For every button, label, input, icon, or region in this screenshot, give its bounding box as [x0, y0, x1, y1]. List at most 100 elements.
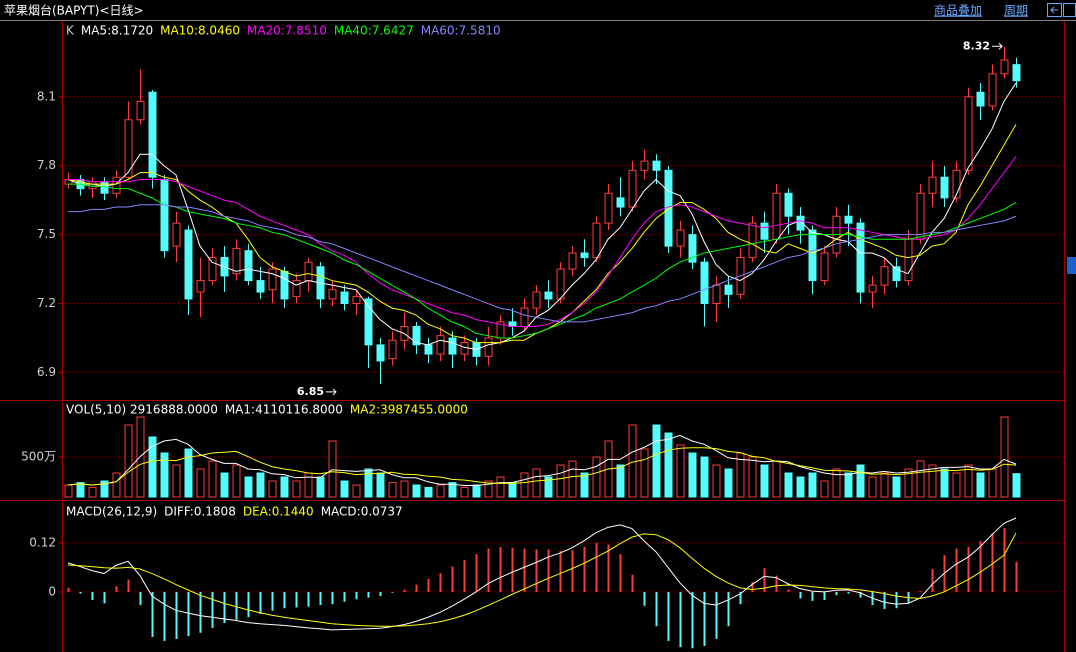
legend-entry: DIFF:0.1808	[164, 505, 236, 519]
volume-bar	[376, 472, 385, 498]
candle-body	[676, 229, 685, 247]
volume-bar	[988, 468, 997, 498]
candle-body	[808, 229, 817, 282]
legend-entry: MA2:3987455.0000	[350, 403, 468, 417]
volume-bar	[664, 432, 673, 498]
candle-body	[700, 261, 709, 305]
ma-line	[68, 204, 1017, 323]
candle-body	[916, 192, 925, 240]
legend-entry: DEA:0.1440	[243, 505, 314, 519]
candle-body	[292, 280, 301, 298]
volume-bar	[508, 482, 517, 498]
volume-bar	[832, 468, 841, 498]
menu-overlay[interactable]: 商品叠加	[934, 3, 982, 18]
volume-bar	[484, 480, 493, 498]
volume-bar	[976, 472, 985, 498]
candle-body	[652, 160, 661, 171]
volume-bar	[64, 484, 73, 498]
candle-body	[724, 284, 733, 295]
y-tick-label: 0	[48, 584, 56, 598]
candle-body	[988, 73, 997, 107]
volume-bar	[364, 468, 373, 498]
volume-bar	[160, 452, 169, 498]
volume-bar	[172, 464, 181, 498]
candle-body	[148, 91, 157, 178]
annotation-arrow	[326, 388, 337, 396]
volume-bar	[136, 416, 145, 498]
volume-bar	[676, 444, 685, 498]
y-tick-label: 500万	[21, 450, 56, 464]
candle-body	[532, 291, 541, 309]
candle-body	[820, 252, 829, 282]
candle-body	[904, 238, 913, 282]
candle-body	[796, 215, 805, 231]
candle-body	[580, 252, 589, 259]
candle-body	[976, 91, 985, 107]
volume-bar	[352, 484, 361, 498]
ma-line	[67, 532, 1017, 627]
candle-body	[772, 192, 781, 240]
volume-bar	[316, 476, 325, 498]
volume-bar	[808, 472, 817, 498]
ma-line	[67, 434, 1017, 486]
volume-bar	[496, 476, 505, 498]
candle-body	[208, 257, 217, 282]
candle-body	[520, 307, 529, 327]
y-tick-label: 7.2	[37, 296, 56, 310]
volume-bar	[748, 456, 757, 498]
candle-body	[1012, 64, 1021, 82]
candle-body	[256, 280, 265, 293]
volume-bar	[436, 484, 445, 498]
volume-bar	[520, 472, 529, 498]
candle-body	[544, 291, 553, 300]
candle-body	[628, 169, 637, 208]
candle-body	[928, 176, 937, 194]
series-label: K	[66, 24, 75, 38]
candle-body	[868, 284, 877, 293]
volume-bar	[868, 476, 877, 498]
candle-body	[880, 266, 889, 286]
candle-body	[88, 181, 97, 190]
volume-bar	[904, 468, 913, 498]
candle-body	[436, 335, 445, 355]
ma-line	[67, 82, 1017, 350]
volume-bar	[1000, 416, 1009, 498]
scroll-handle[interactable]	[1067, 257, 1076, 274]
volume-bar	[892, 476, 901, 498]
legend-entry: MA40:7.6427	[334, 24, 414, 38]
back-button[interactable]	[1047, 3, 1062, 17]
candle-body	[760, 222, 769, 240]
volume-bar	[340, 480, 349, 498]
candle-body	[112, 176, 121, 194]
candle-body	[280, 270, 289, 300]
series-label: MACD(26,12,9)	[66, 505, 157, 519]
volume-bar	[640, 448, 649, 498]
candle-body	[268, 268, 277, 291]
volume-bar	[796, 476, 805, 498]
volume-bar	[700, 456, 709, 498]
y-tick-label: 7.5	[37, 227, 56, 241]
volume-bar	[616, 464, 625, 498]
ma-line	[68, 156, 1017, 327]
chart-title: 苹果烟台(BAPYT)<日线>	[4, 3, 144, 18]
candle-body	[568, 252, 577, 270]
candle-body	[460, 342, 469, 355]
back-icon	[1050, 6, 1058, 14]
legend-entry: MACD:0.0737	[321, 505, 403, 519]
volume-bar	[856, 464, 865, 498]
candle-body	[388, 339, 397, 360]
volume-bar	[280, 476, 289, 498]
volume-bar	[592, 456, 601, 498]
candle-body	[196, 280, 205, 293]
volume-bar	[844, 472, 853, 498]
candle-body	[940, 176, 949, 199]
menu-period[interactable]: 周期	[1004, 4, 1028, 18]
candle-body	[304, 261, 313, 282]
volume-bar	[688, 452, 697, 498]
volume-bar	[268, 480, 277, 498]
legend-entry: MA20:7.8510	[247, 24, 327, 38]
volume-bar	[388, 482, 397, 498]
volume-bar	[184, 448, 193, 498]
volume-bar	[424, 486, 433, 498]
